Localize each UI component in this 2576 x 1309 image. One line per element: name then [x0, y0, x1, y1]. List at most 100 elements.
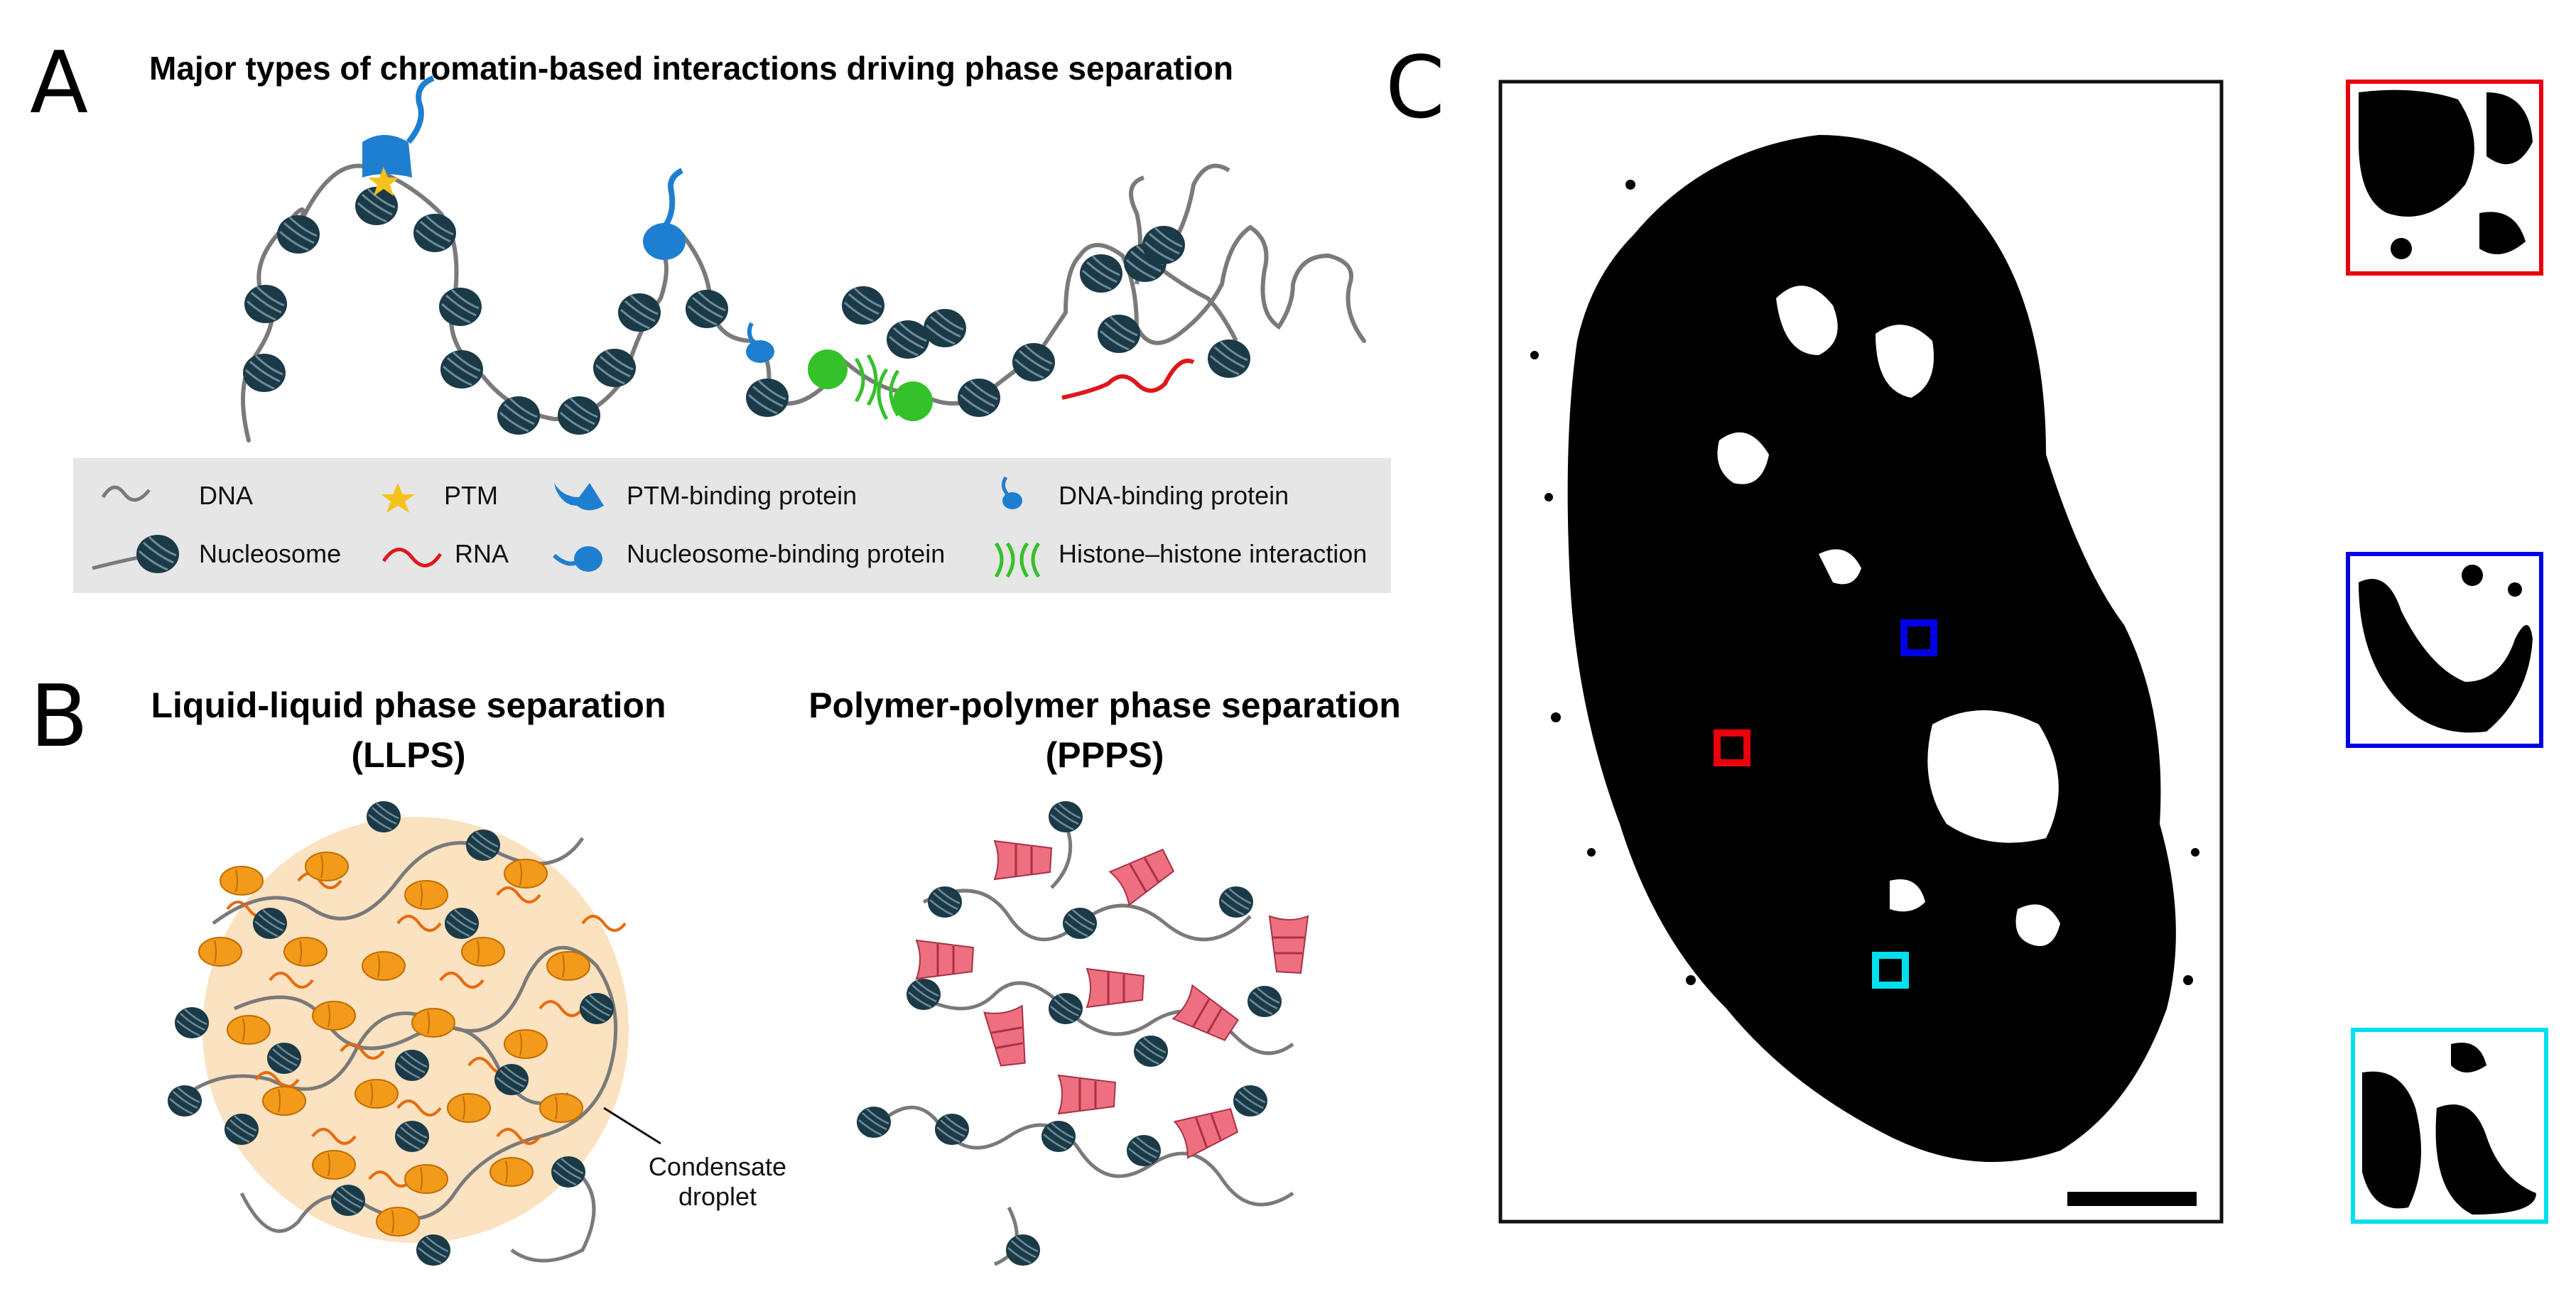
- llps-title-line2: (LLPS): [351, 735, 465, 775]
- nucleosome: [1218, 885, 1255, 919]
- nucleosome: [1047, 800, 1084, 834]
- llps-protein: [376, 1207, 420, 1237]
- legend-background: [73, 458, 1391, 593]
- nucleus-image: [1530, 135, 2199, 1162]
- nucleosome: [443, 906, 480, 940]
- nucleosome: [415, 1233, 452, 1267]
- nucleosome: [243, 283, 288, 325]
- rna-strand: [1061, 359, 1195, 400]
- llps-protein: [305, 852, 349, 881]
- nucleosome: [251, 906, 288, 940]
- ppps-protein: [1171, 984, 1243, 1048]
- ppps-protein: [983, 1004, 1034, 1070]
- nucleosome: [266, 1041, 303, 1075]
- nucleosome: [1132, 1034, 1169, 1068]
- ppps-protein: [1057, 1074, 1117, 1115]
- llps-protein: [489, 1157, 534, 1187]
- roi-marker-blue: [1900, 619, 1937, 656]
- nucleosome-binding-protein-icon: [574, 546, 602, 572]
- nucleosome: [493, 1063, 530, 1097]
- nucleosome: [1206, 338, 1252, 379]
- nucleosome: [745, 377, 790, 418]
- llps-protein: [312, 1150, 356, 1180]
- legend-box: DNA PTM PTM-binding protein DNA-binding …: [73, 458, 1391, 593]
- nucleosome-binding-protein: [643, 223, 686, 260]
- nucleosome: [1040, 1119, 1077, 1153]
- nucleosome: [438, 286, 483, 327]
- dna-binding-protein: [746, 340, 774, 363]
- nucleosome: [922, 308, 968, 349]
- nucleosome: [855, 1105, 892, 1139]
- dna-icon: [101, 485, 151, 502]
- llps-illustration: Condensate droplet: [166, 800, 786, 1267]
- nucleosome: [242, 352, 287, 393]
- chromatin-fiber: [241, 75, 1366, 442]
- llps-protein: [404, 880, 448, 910]
- legend-label: Nucleosome: [199, 539, 341, 568]
- nucleosome: [330, 1183, 367, 1217]
- llps-protein: [447, 1093, 491, 1123]
- llps-protein: [362, 951, 406, 981]
- rna-icon: [381, 548, 443, 567]
- llps-protein: [461, 937, 505, 967]
- llps-protein: [198, 937, 242, 967]
- ptm-binding-protein: [362, 135, 412, 178]
- ppps-protein: [915, 939, 975, 980]
- llps-protein: [539, 1093, 583, 1123]
- llps-protein: [404, 1164, 448, 1194]
- nucleosome: [556, 395, 602, 436]
- nucleosome: [926, 885, 963, 919]
- nucleosome: [840, 285, 886, 326]
- nucleosome: [885, 319, 931, 360]
- histone-interaction-icon: [994, 542, 1041, 578]
- nucleosome: [550, 1155, 587, 1189]
- nucleosome: [684, 288, 730, 330]
- condensate-label-line1: Condensate: [649, 1152, 786, 1181]
- green-histone: [808, 349, 848, 389]
- nucleosome: [1011, 342, 1056, 383]
- ppps-illustration: [855, 800, 1309, 1267]
- star-icon: [381, 483, 415, 513]
- llps-protein: [411, 1008, 455, 1038]
- dna-strand: [241, 163, 1366, 442]
- nucleosome: [1246, 984, 1283, 1019]
- nucleosome: [1096, 313, 1142, 354]
- nucleosome: [394, 1048, 431, 1082]
- roi-marker-cyan: [1872, 952, 1909, 989]
- panel-c: C: [1385, 39, 2548, 1224]
- nucleosome: [496, 395, 541, 436]
- interaction-arc: [877, 368, 889, 420]
- llps-protein: [283, 937, 328, 967]
- green-histone: [893, 381, 933, 421]
- llps-protein: [504, 1029, 548, 1059]
- nucleosome: [1005, 1233, 1041, 1267]
- panel-letter-c: C: [1385, 39, 1445, 138]
- nucleosome: [933, 1112, 970, 1146]
- roi-marker-red: [1714, 729, 1750, 766]
- nucleosome: [365, 800, 402, 834]
- condensate-label-line2: droplet: [678, 1182, 757, 1211]
- llps-protein: [262, 1086, 306, 1116]
- ptm-star: [368, 167, 399, 196]
- llps-protein: [227, 1015, 271, 1045]
- nucleosome: [1047, 992, 1084, 1026]
- ppps-title-line1: Polymer-polymer phase separation: [808, 685, 1401, 725]
- nucleosome: [578, 992, 615, 1026]
- nucleosome: [592, 347, 637, 389]
- interaction-arc: [866, 354, 878, 406]
- nucleosome: [465, 828, 502, 862]
- legend-label: DNA-binding protein: [1059, 481, 1289, 510]
- panel-letter-a: A: [30, 34, 88, 133]
- ppps-protein: [1268, 915, 1309, 974]
- nucleosome: [1232, 1084, 1269, 1118]
- legend-label: PTM: [444, 481, 498, 510]
- nucleosome: [173, 1006, 210, 1040]
- ppps-protein: [1086, 967, 1145, 1009]
- nucleosome: [1078, 253, 1124, 294]
- nucleosome: [956, 377, 1002, 418]
- dna-binding-protein-icon: [1002, 492, 1022, 509]
- interaction-arc: [854, 357, 865, 403]
- scale-bar: [2067, 1192, 2197, 1206]
- inset-cyan: [2351, 1028, 2548, 1224]
